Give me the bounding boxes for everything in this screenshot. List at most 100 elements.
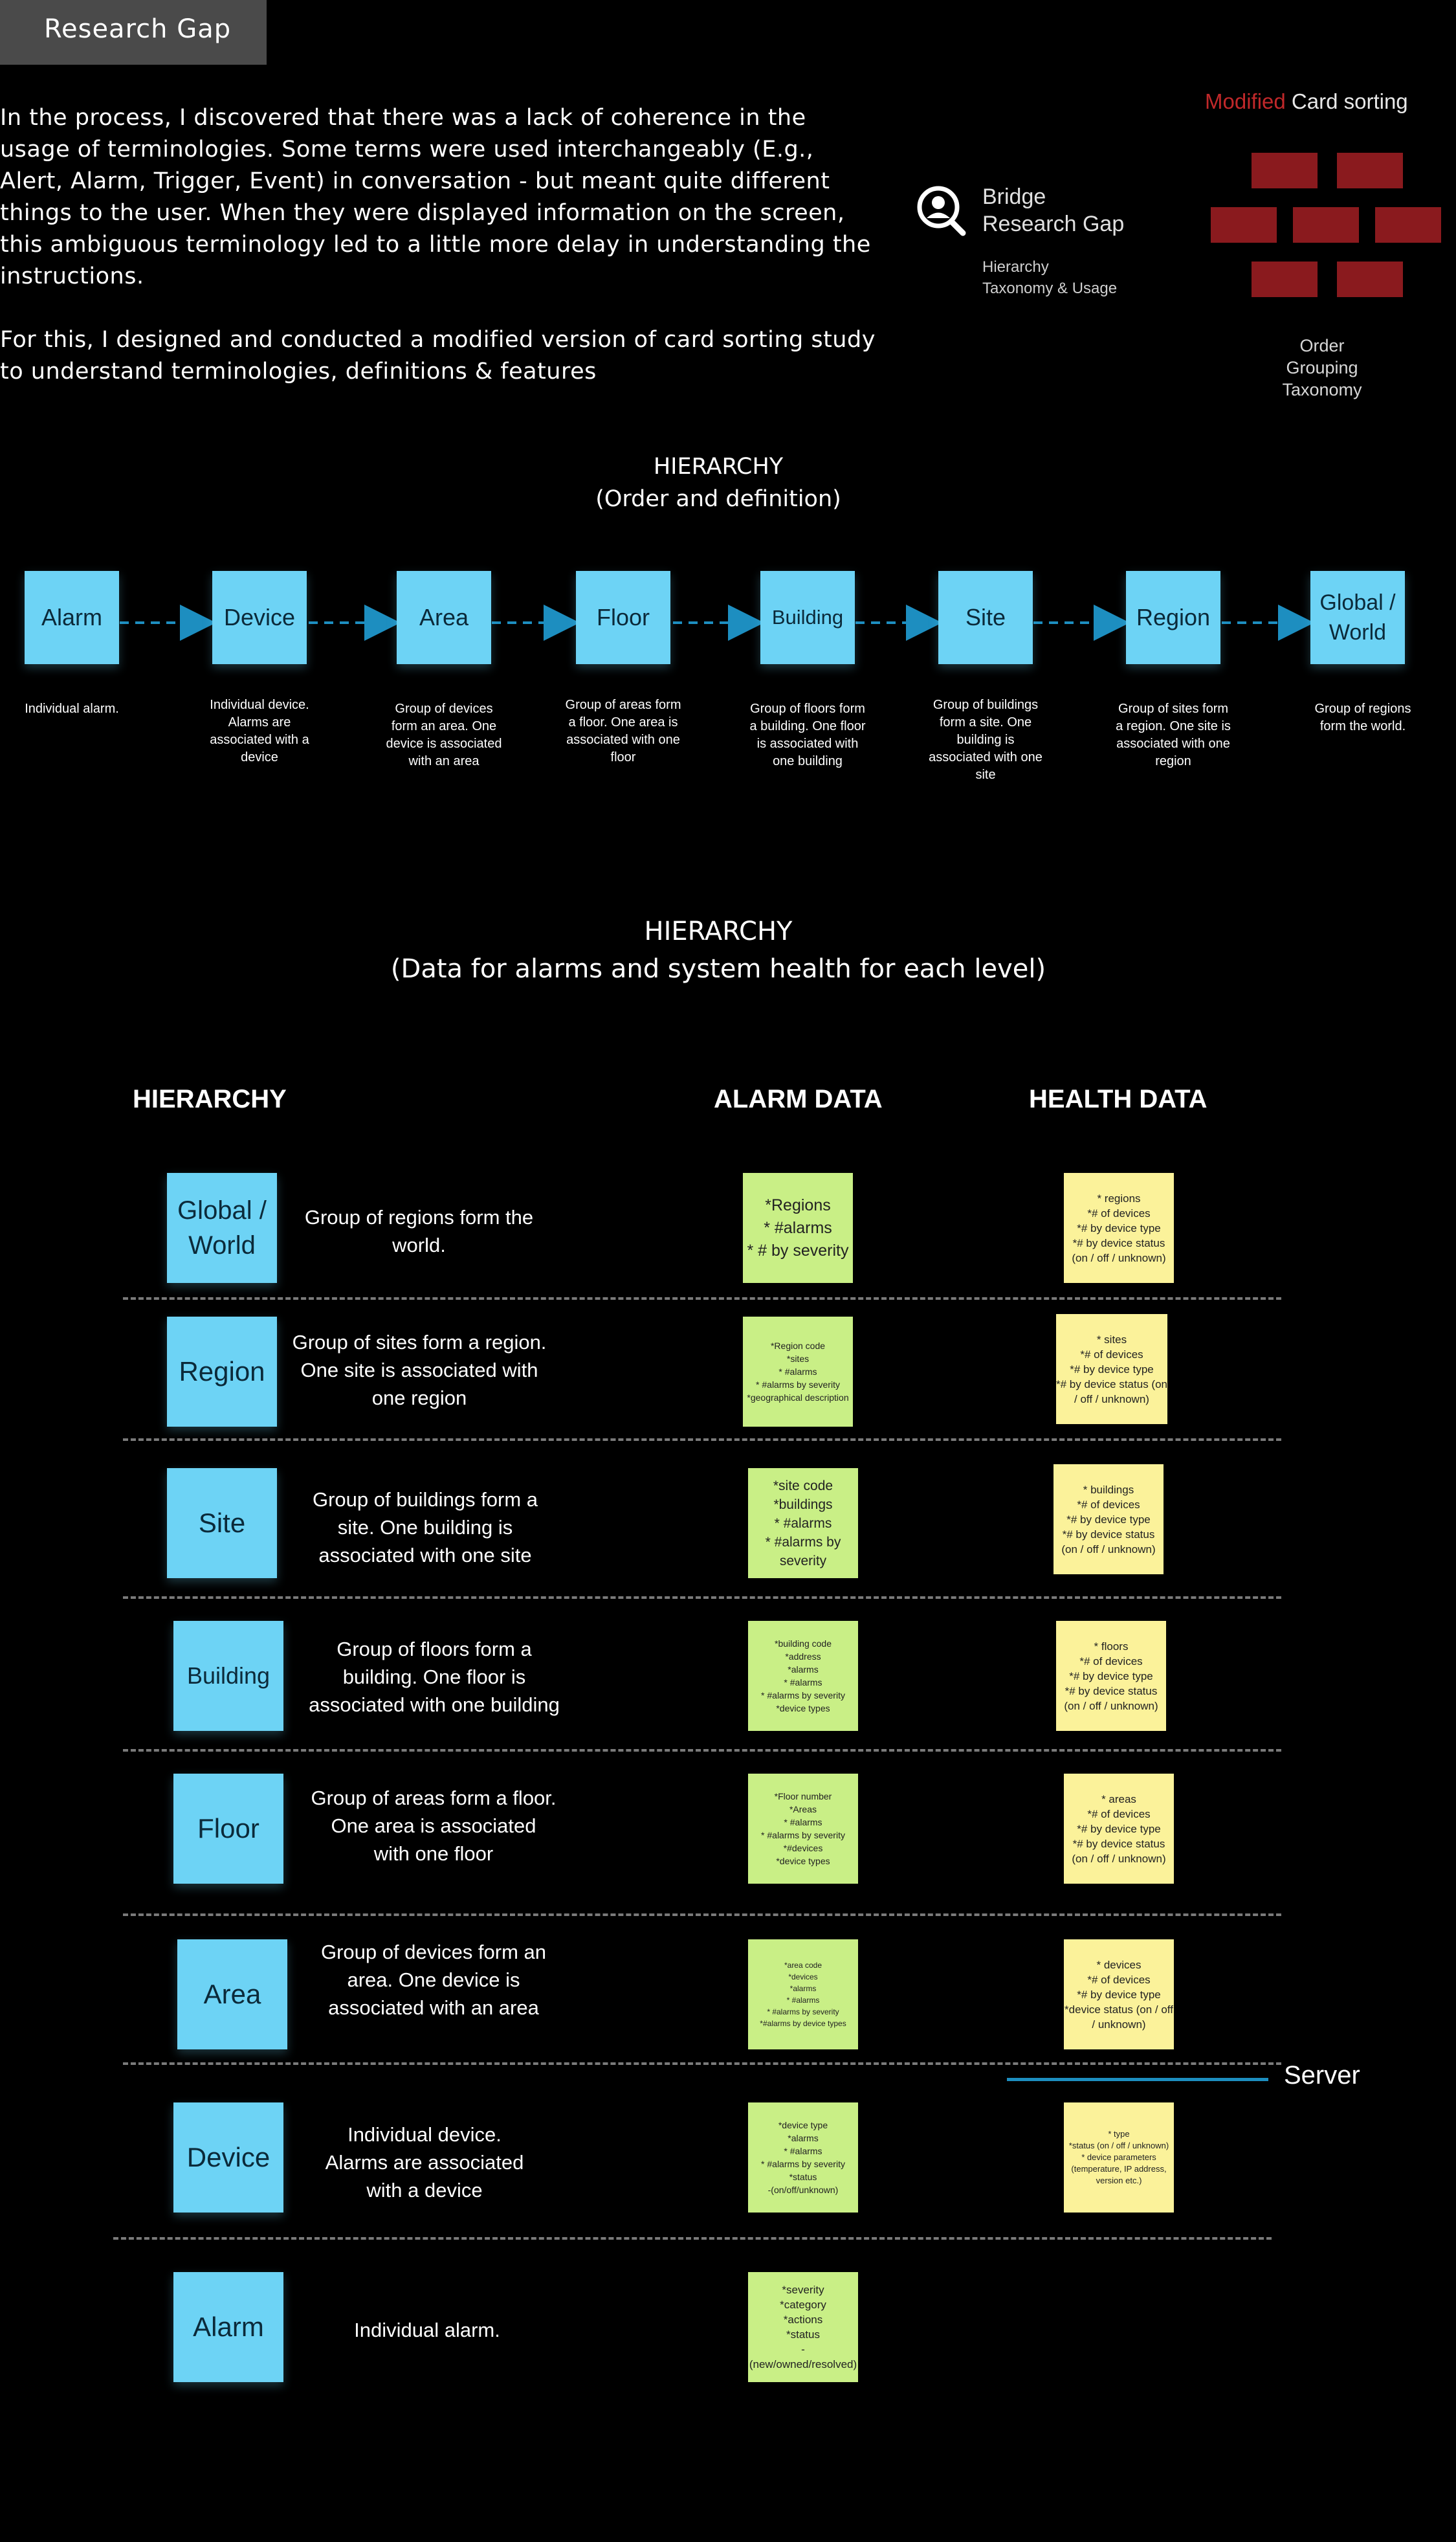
row-desc-device: Individual device. Alarms are associated… <box>325 2123 524 2202</box>
health-data-floor: * areas *# of devices *# by device type … <box>1064 1774 1174 1884</box>
row-card-floor: Floor <box>173 1774 283 1884</box>
row-desc-site: Group of buildings form a site. One buil… <box>312 1488 538 1566</box>
hierarchy-data-title: HIERARCHY (Data for alarms and system he… <box>362 913 1074 988</box>
level-desc-region: Group of sites form a region. One site i… <box>1116 702 1231 768</box>
sorting-card <box>1293 207 1359 243</box>
level-card-device: Device <box>212 571 307 664</box>
row-label: Global / World <box>177 1196 267 1260</box>
alarm-data-region: *Region code *sites * #alarms * #alarms … <box>743 1317 853 1427</box>
alarm-data-area: *area code *devices *alarms * #alarms * … <box>748 1939 858 2049</box>
col-header-hierarchy: HIERARCHY <box>133 1085 287 1113</box>
row-label: Device <box>186 2142 270 2172</box>
intro-text: In the process, I discovered that there … <box>0 102 880 419</box>
level-desc-device: Individual device. Alarms are associated… <box>210 698 309 764</box>
level-label: Building <box>771 606 844 629</box>
row-desc-area: Group of devices form an area. One devic… <box>320 1941 547 2019</box>
row-card-device: Device <box>173 2102 283 2213</box>
level-card-global-world: Global / World <box>1310 571 1405 664</box>
row-divider <box>123 2062 1281 2065</box>
bridge-sub-line1: Hierarchy <box>982 258 1049 276</box>
health-data-region: * sites *# of devices *# by device type … <box>1056 1314 1167 1424</box>
row-divider <box>123 1297 1281 1300</box>
col-header-health-data: HEALTH DATA <box>1029 1085 1208 1113</box>
card-sorting-title: Modified Card sorting <box>1205 89 1408 114</box>
col-header-alarm-data: ALARM DATA <box>714 1085 883 1113</box>
row-divider <box>123 1596 1281 1599</box>
row-divider <box>123 1749 1281 1752</box>
level-label: Floor <box>596 604 650 630</box>
caption-order: Order <box>1299 336 1345 355</box>
level-card-area: Area <box>397 571 491 664</box>
sorting-card <box>1337 153 1403 188</box>
bridge-title-line1: Bridge <box>982 184 1046 209</box>
row-label: Building <box>186 1662 270 1689</box>
row-card-alarm: Alarm <box>173 2272 283 2382</box>
level-label: Device <box>223 604 296 630</box>
level-label: Alarm <box>41 604 102 630</box>
alarm-data-device: *device type *alarms * #alarms * #alarms… <box>748 2102 858 2213</box>
hierarchy-order-title-line1: HIERARCHY <box>653 454 784 480</box>
hierarchy-order-title: HIERARCHY (Order and definition) <box>524 451 912 515</box>
row-label: Floor <box>197 1813 259 1844</box>
alarm-data-alarm: *severity *category *actions *status -(n… <box>748 2272 858 2382</box>
row-card-region: Region <box>167 1317 277 1427</box>
row-divider <box>123 1913 1281 1916</box>
row-desc-global-world: Group of regions form the world. <box>304 1206 534 1256</box>
hierarchy-order-title-line2: (Order and definition) <box>595 486 841 512</box>
level-card-site: Site <box>938 571 1033 664</box>
level-desc-site: Group of buildings form a site. One buil… <box>929 698 1042 782</box>
magnifier-person-icon <box>917 186 966 236</box>
health-data-building: * floors *# of devices *# by device type… <box>1056 1621 1166 1731</box>
row-card-global-world: Global / World <box>167 1173 277 1283</box>
row-card-building: Building <box>173 1621 283 1731</box>
level-desc-floor: Group of areas form a floor. One area is… <box>565 698 681 764</box>
row-card-site: Site <box>167 1468 277 1578</box>
row-label: Area <box>203 1979 261 2009</box>
row-divider <box>113 2237 1272 2240</box>
level-desc-building: Group of floors form a building. One flo… <box>749 702 866 768</box>
sorting-card <box>1252 262 1318 297</box>
caption-grouping: Grouping <box>1286 358 1358 377</box>
row-card-area: Area <box>177 1939 287 2049</box>
intro-paragraph-1: In the process, I discovered that there … <box>0 105 871 289</box>
level-card-floor: Floor <box>576 571 670 664</box>
section-header: Research Gap <box>0 0 267 65</box>
level-label: Site <box>965 604 1006 630</box>
hierarchy-data-title-line1: HIERARCHY <box>644 917 793 946</box>
card-sorting-caption: Order Grouping Taxonomy <box>1262 335 1382 401</box>
level-desc-global-world: Group of regions form the world. <box>1314 702 1411 733</box>
server-line <box>1007 2078 1268 2081</box>
alarm-data-site: *site code *buildings * #alarms * #alarm… <box>748 1468 858 1578</box>
level-desc-area: Group of devices form an area. One devic… <box>386 702 502 768</box>
level-label: Area <box>419 604 469 630</box>
bridge-sub-line2: Taxonomy & Usage <box>982 280 1118 297</box>
sorting-card <box>1375 207 1441 243</box>
card-sorting-title-rest: Card sorting <box>1285 89 1408 113</box>
hierarchy-flow-arrows <box>120 605 1314 641</box>
alarm-data-floor: *Floor number *Areas * #alarms * #alarms… <box>748 1774 858 1884</box>
health-data-device: * type *status (on / off / unknown) * de… <box>1064 2102 1174 2213</box>
row-label: Region <box>179 1356 265 1387</box>
sorting-card <box>1252 153 1318 188</box>
row-label: Alarm <box>193 2312 264 2342</box>
section-title: Research Gap <box>44 14 232 44</box>
row-desc-alarm: Individual alarm. <box>354 2319 500 2341</box>
health-data-global-world: * regions *# of devices *# by device typ… <box>1064 1173 1174 1283</box>
health-data-site: * buildings *# of devices *# by device t… <box>1053 1464 1164 1574</box>
alarm-data-global-world: *Regions * #alarms * # by severity <box>743 1173 853 1283</box>
level-label: Global / World <box>1319 590 1396 645</box>
level-label: Region <box>1136 604 1211 630</box>
bridge-subtitle: Hierarchy Taxonomy & Usage <box>982 256 1117 299</box>
level-card-region: Region <box>1126 571 1220 664</box>
server-label: Server <box>1284 2061 1360 2090</box>
row-desc-region: Group of sites form a region. One site i… <box>292 1331 547 1409</box>
level-card-alarm: Alarm <box>25 571 119 664</box>
sorting-card <box>1337 262 1403 297</box>
intro-paragraph-2: For this, I designed and conducted a mod… <box>0 327 876 385</box>
hierarchy-data-title-line2: (Data for alarms and system health for e… <box>390 954 1046 984</box>
row-desc-floor: Group of areas form a floor. One area is… <box>311 1787 557 1865</box>
row-label: Site <box>198 1508 246 1538</box>
row-desc-building: Group of floors form a building. One flo… <box>309 1638 560 1716</box>
alarm-data-building: *building code *address *alarms * #alarm… <box>748 1621 858 1731</box>
card-sorting-title-modified: Modified <box>1205 89 1286 113</box>
